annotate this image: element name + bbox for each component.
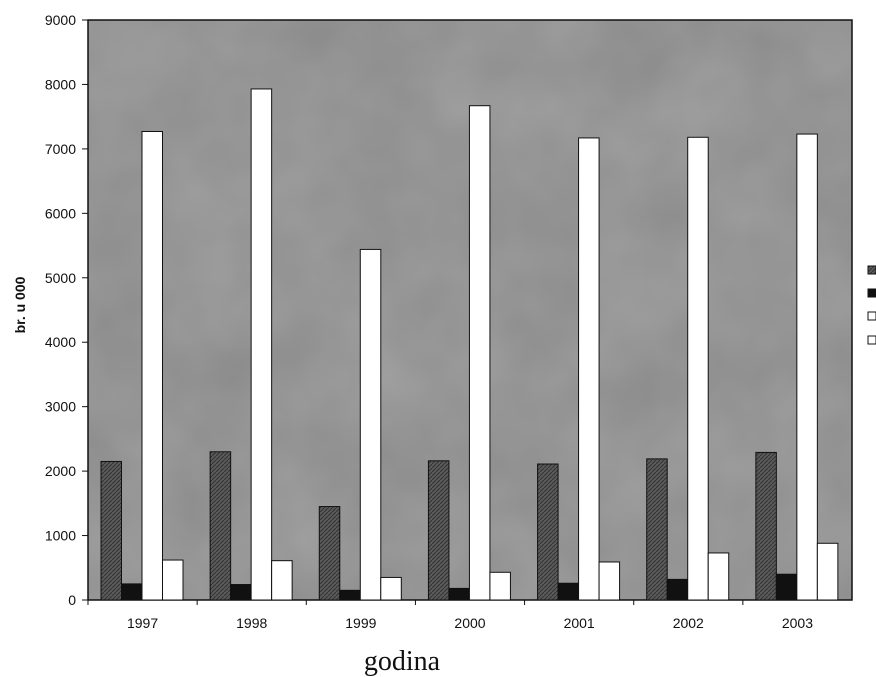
bar <box>380 576 402 601</box>
y-tick-label: 8000 <box>45 76 76 92</box>
bar <box>427 460 450 601</box>
bar <box>209 451 232 601</box>
y-tick-label: 5000 <box>45 270 76 286</box>
bar <box>359 248 382 601</box>
x-tick-label: 2003 <box>782 615 813 631</box>
bar <box>557 582 580 601</box>
legend-swatch <box>867 288 876 298</box>
y-tick-label: 0 <box>68 592 76 608</box>
bar <box>162 559 184 601</box>
x-tick-label: 1997 <box>127 615 158 631</box>
x-tick-label: 2002 <box>673 615 704 631</box>
x-tick-label: 2000 <box>454 615 485 631</box>
bar <box>230 584 252 601</box>
bar <box>271 560 293 601</box>
y-tick-label: 2000 <box>45 463 76 479</box>
bar <box>755 451 777 601</box>
bar <box>707 552 730 601</box>
y-tick-label: 9000 <box>45 12 76 28</box>
legend-swatch <box>867 265 876 275</box>
y-tick-label: 7000 <box>45 141 76 157</box>
bar <box>100 460 122 601</box>
y-tick-label: 4000 <box>45 334 76 350</box>
x-tick-label: 1998 <box>236 615 267 631</box>
bar <box>537 463 559 601</box>
bar <box>141 130 163 601</box>
bar <box>448 587 470 601</box>
bar <box>578 137 600 601</box>
bar <box>489 571 511 601</box>
y-tick-label: 6000 <box>45 205 76 221</box>
x-axis-label: godina <box>364 646 441 677</box>
x-axis: 1997 1998 1999 2000 2001 2002 2003 <box>87 600 813 631</box>
bar <box>468 105 491 601</box>
y-tick-label: 3000 <box>45 399 76 415</box>
legend-swatch <box>867 335 876 345</box>
bar <box>339 589 361 601</box>
bars <box>100 88 839 601</box>
x-tick-label: 2001 <box>564 615 595 631</box>
bar <box>646 458 668 601</box>
y-axis-label: br. u 000 <box>12 276 28 333</box>
bar <box>816 542 839 601</box>
bar <box>666 578 689 601</box>
bar <box>121 583 143 601</box>
bar <box>687 136 709 601</box>
bar <box>598 561 621 601</box>
y-axis: 0 1000 2000 3000 4000 5000 6000 7000 8000 9000 <box>45 12 88 608</box>
y-tick-label: 1000 <box>45 528 76 544</box>
bar <box>250 88 273 601</box>
legend-swatch <box>867 311 876 321</box>
bar <box>318 506 341 601</box>
bar <box>796 133 818 601</box>
bar <box>775 573 798 601</box>
x-tick-label: 1999 <box>345 615 376 631</box>
legend <box>867 265 876 345</box>
